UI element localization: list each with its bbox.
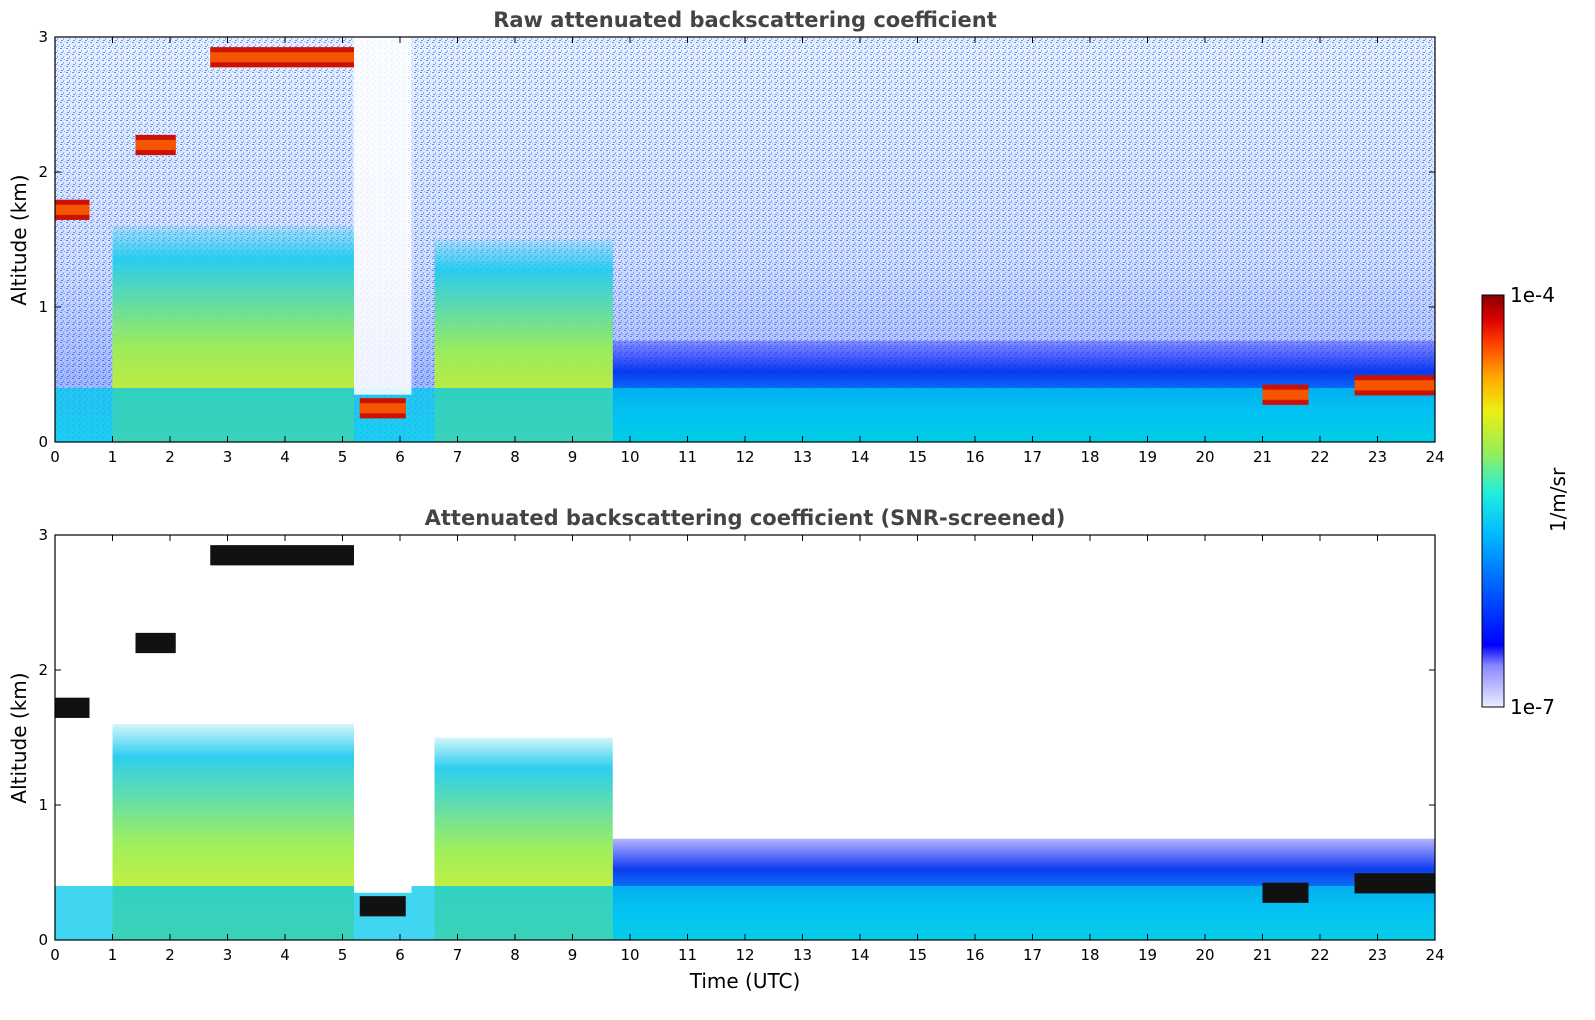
x-tick-label: 22 (1310, 946, 1329, 964)
x-tick-label: 7 (453, 448, 463, 466)
panel-title-snr: Attenuated backscattering coefficient (S… (425, 506, 1066, 530)
x-tick-label: 4 (280, 448, 290, 466)
colorbar: 1e-4 1e-7 1/m/sr (1481, 283, 1570, 719)
x-tick-label: 18 (1080, 448, 1099, 466)
x-tick-label: 12 (735, 946, 754, 964)
panel-snr: Attenuated backscattering coefficient (S… (7, 506, 1445, 993)
colorbar-max-label: 1e-4 (1510, 283, 1555, 307)
x-tick-label: 6 (395, 946, 405, 964)
cloud-core (210, 52, 354, 63)
x-tick-label: 5 (338, 448, 348, 466)
heatmap-features-snr (55, 535, 1435, 940)
x-tick-label: 11 (678, 946, 697, 964)
y-tick-label: 1 (38, 796, 48, 814)
x-tick-label: 24 (1425, 448, 1444, 466)
x-tick-label: 23 (1368, 946, 1387, 964)
x-ticks-snr: 0 1 2 3 4 5 6 7 8 9 10 11 12 13 14 15 16 17 18 19 20 21 22 23 24 (50, 535, 1445, 964)
y-tick-label: 1 (38, 298, 48, 316)
y-ticks-snr: 0 1 2 3 (38, 526, 1435, 949)
x-tick-label: 1 (108, 448, 118, 466)
x-tick-label: 0 (50, 946, 60, 964)
x-tick-label: 19 (1138, 946, 1157, 964)
x-tick-label: 18 (1080, 946, 1099, 964)
cloud-layer (359, 896, 406, 917)
y-ticks-raw: 0 1 2 3 (38, 28, 1435, 451)
x-tick-label: 13 (793, 448, 812, 466)
clear-gap (354, 37, 412, 395)
x-tick-label: 14 (850, 448, 869, 466)
x-tick-label: 11 (678, 448, 697, 466)
x-tick-label: 3 (223, 448, 233, 466)
x-tick-label: 4 (280, 946, 290, 964)
x-tick-label: 9 (568, 946, 578, 964)
heatmap-raw (55, 37, 1435, 442)
y-tick-label: 3 (38, 28, 48, 46)
x-tick-label: 14 (850, 946, 869, 964)
x-tick-label: 7 (453, 946, 463, 964)
x-tick-label: 23 (1368, 448, 1387, 466)
y-axis-label-raw: Altitude (km) (7, 174, 31, 305)
heatmap-features-raw (55, 37, 1435, 442)
x-tick-label: 20 (1195, 448, 1214, 466)
x-tick-label: 2 (165, 946, 175, 964)
cloud-core (1354, 380, 1435, 391)
x-tick-label: 21 (1253, 448, 1272, 466)
x-tick-label: 20 (1195, 946, 1214, 964)
cloud-layer (55, 697, 90, 718)
x-tick-label: 15 (908, 448, 927, 466)
y-tick-label: 2 (38, 163, 48, 181)
y-tick-label: 0 (38, 433, 48, 451)
panel-raw: Raw attenuated backscattering coefficien… (7, 8, 1445, 466)
x-tick-label: 2 (165, 448, 175, 466)
cloud-layer (210, 545, 354, 566)
x-tick-label: 8 (510, 946, 520, 964)
y-tick-label: 0 (38, 931, 48, 949)
x-tick-label: 10 (620, 946, 639, 964)
x-tick-label: 21 (1253, 946, 1272, 964)
x-tick-label: 17 (1023, 448, 1042, 466)
x-tick-label: 8 (510, 448, 520, 466)
x-tick-label: 9 (568, 448, 578, 466)
boundary-layer-aerosol (55, 886, 1435, 940)
x-tick-label: 0 (50, 448, 60, 466)
x-tick-label: 15 (908, 946, 927, 964)
cloud-core (135, 139, 176, 151)
colorbar-gradient (1481, 294, 1505, 708)
x-axis-label: Time (UTC) (689, 969, 801, 993)
cloud-layer (1354, 873, 1435, 894)
x-tick-label: 13 (793, 946, 812, 964)
cloud-core (359, 403, 406, 414)
colorbar-min-label: 1e-7 (1510, 695, 1555, 719)
x-tick-label: 16 (965, 946, 984, 964)
x-tick-label: 24 (1425, 946, 1444, 964)
x-tick-label: 19 (1138, 448, 1157, 466)
cloud-layer (1262, 882, 1309, 903)
x-tick-label: 12 (735, 448, 754, 466)
x-tick-label: 17 (1023, 946, 1042, 964)
x-tick-label: 16 (965, 448, 984, 466)
x-tick-label: 22 (1310, 448, 1329, 466)
x-tick-label: 6 (395, 448, 405, 466)
x-tick-label: 1 (108, 946, 118, 964)
boundary-layer-aerosol (55, 388, 1435, 442)
heatmap-snr (55, 535, 1435, 940)
panel-title-raw: Raw attenuated backscattering coefficien… (493, 8, 997, 32)
cloud-core (55, 204, 90, 215)
cloud-layer (135, 632, 176, 654)
y-axis-label-snr: Altitude (km) (7, 672, 31, 803)
cloud-core (1262, 389, 1309, 400)
x-ticks-raw: 0 1 2 3 4 5 6 7 8 9 10 11 12 13 14 15 16 17 18 19 20 21 22 23 24 (50, 37, 1445, 466)
x-tick-label: 5 (338, 946, 348, 964)
x-tick-label: 10 (620, 448, 639, 466)
colorbar-unit-label: 1/m/sr (1546, 467, 1570, 532)
y-tick-label: 2 (38, 661, 48, 679)
y-tick-label: 3 (38, 526, 48, 544)
x-tick-label: 3 (223, 946, 233, 964)
clear-gap (354, 535, 412, 893)
